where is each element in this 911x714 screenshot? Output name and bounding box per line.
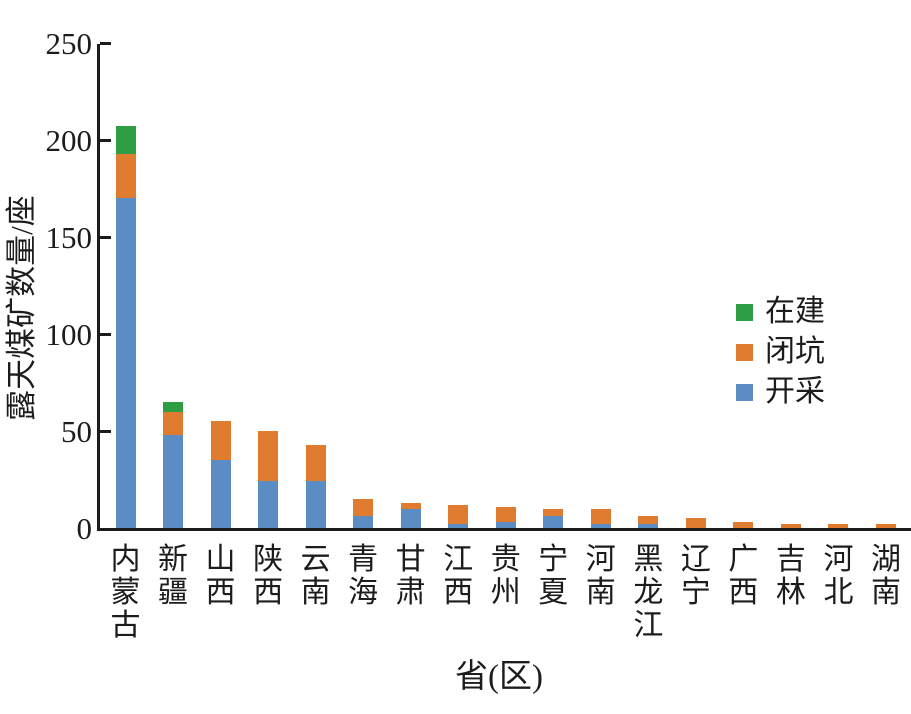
legend-swatch bbox=[736, 383, 753, 401]
x-category-label: 广西 bbox=[728, 543, 759, 609]
y-tick bbox=[100, 139, 111, 142]
bar-segment-闭坑-青海 bbox=[353, 499, 374, 516]
y-tick-label: 150 bbox=[45, 220, 93, 255]
y-tick bbox=[100, 430, 111, 433]
legend-label: 开采 bbox=[765, 375, 825, 408]
x-category-label: 山西 bbox=[205, 543, 236, 609]
bar-segment-闭坑-陕西 bbox=[258, 431, 279, 481]
y-tick bbox=[100, 333, 111, 336]
legend-label: 闭坑 bbox=[765, 335, 825, 368]
bar-segment-闭坑-广西 bbox=[733, 522, 754, 528]
y-tick-label: 100 bbox=[45, 317, 93, 352]
x-category-label: 吉林 bbox=[775, 543, 806, 609]
bar-segment-闭坑-云南 bbox=[305, 445, 326, 481]
bar-segment-闭坑-吉林 bbox=[780, 524, 801, 528]
bar-segment-开采-黑龙江 bbox=[638, 524, 659, 528]
bar-segment-闭坑-贵州 bbox=[495, 507, 516, 522]
y-axis-line bbox=[97, 44, 100, 531]
bar-segment-闭坑-湖南 bbox=[875, 524, 896, 528]
bar-segment-开采-宁夏 bbox=[543, 516, 564, 528]
bar-segment-闭坑-新疆 bbox=[163, 412, 184, 435]
bar-segment-在建-新疆 bbox=[163, 402, 184, 412]
legend-swatch bbox=[736, 303, 753, 321]
y-tick bbox=[100, 236, 111, 239]
x-category-label: 黑龙江 bbox=[633, 543, 664, 642]
bar-segment-闭坑-甘肃 bbox=[400, 503, 421, 509]
bar-segment-闭坑-辽宁 bbox=[685, 518, 706, 528]
y-tick-label: 200 bbox=[45, 123, 93, 158]
bar-segment-开采-贵州 bbox=[495, 522, 516, 528]
y-tick-label: 50 bbox=[61, 414, 92, 449]
legend: 在建 闭坑 开采 bbox=[736, 292, 825, 412]
x-axis-line bbox=[97, 528, 911, 531]
legend-item: 开采 bbox=[736, 372, 825, 412]
x-category-label: 陕西 bbox=[253, 543, 284, 609]
x-category-label: 宁夏 bbox=[538, 543, 569, 609]
bar-segment-在建-内蒙古 bbox=[115, 126, 136, 154]
y-tick-label: 0 bbox=[76, 511, 93, 546]
x-category-label: 青海 bbox=[348, 543, 379, 609]
legend-swatch bbox=[736, 343, 753, 361]
y-axis-title: 露天煤矿数量/座 bbox=[4, 195, 39, 421]
bar-segment-闭坑-内蒙古 bbox=[115, 154, 136, 198]
bar-segment-开采-陕西 bbox=[258, 481, 279, 528]
x-category-label: 河南 bbox=[585, 543, 616, 609]
legend-item: 闭坑 bbox=[736, 332, 825, 372]
bar-segment-开采-河南 bbox=[590, 524, 611, 528]
bar-segment-开采-山西 bbox=[210, 460, 231, 528]
y-tick-label: 250 bbox=[45, 26, 93, 61]
x-category-label: 江西 bbox=[443, 543, 474, 609]
bar-segment-开采-江西 bbox=[448, 524, 469, 528]
bar-segment-开采-云南 bbox=[305, 481, 326, 528]
bar-segment-开采-青海 bbox=[353, 516, 374, 528]
bar-segment-闭坑-山西 bbox=[210, 421, 231, 460]
x-category-label: 河北 bbox=[823, 543, 854, 609]
bar-segment-闭坑-河南 bbox=[590, 509, 611, 524]
x-category-label: 贵州 bbox=[490, 543, 521, 609]
x-category-label: 湖南 bbox=[870, 543, 901, 609]
x-axis-title: 省(区) bbox=[455, 659, 543, 695]
x-category-label: 甘肃 bbox=[395, 543, 426, 609]
bar-segment-开采-甘肃 bbox=[400, 509, 421, 528]
legend-label: 在建 bbox=[765, 295, 825, 328]
legend-item: 在建 bbox=[736, 292, 825, 332]
bar-segment-闭坑-河北 bbox=[828, 524, 849, 528]
x-category-label: 内蒙古 bbox=[110, 543, 141, 642]
x-category-label: 辽宁 bbox=[680, 543, 711, 609]
bar-segment-开采-新疆 bbox=[163, 435, 184, 528]
x-category-label: 新疆 bbox=[158, 543, 189, 609]
bar-segment-闭坑-江西 bbox=[448, 505, 469, 524]
bar-segment-闭坑-黑龙江 bbox=[638, 516, 659, 524]
bar-segment-开采-内蒙古 bbox=[115, 198, 136, 528]
y-tick bbox=[100, 42, 111, 45]
x-category-label: 云南 bbox=[300, 543, 331, 609]
bar-segment-闭坑-宁夏 bbox=[543, 509, 564, 516]
